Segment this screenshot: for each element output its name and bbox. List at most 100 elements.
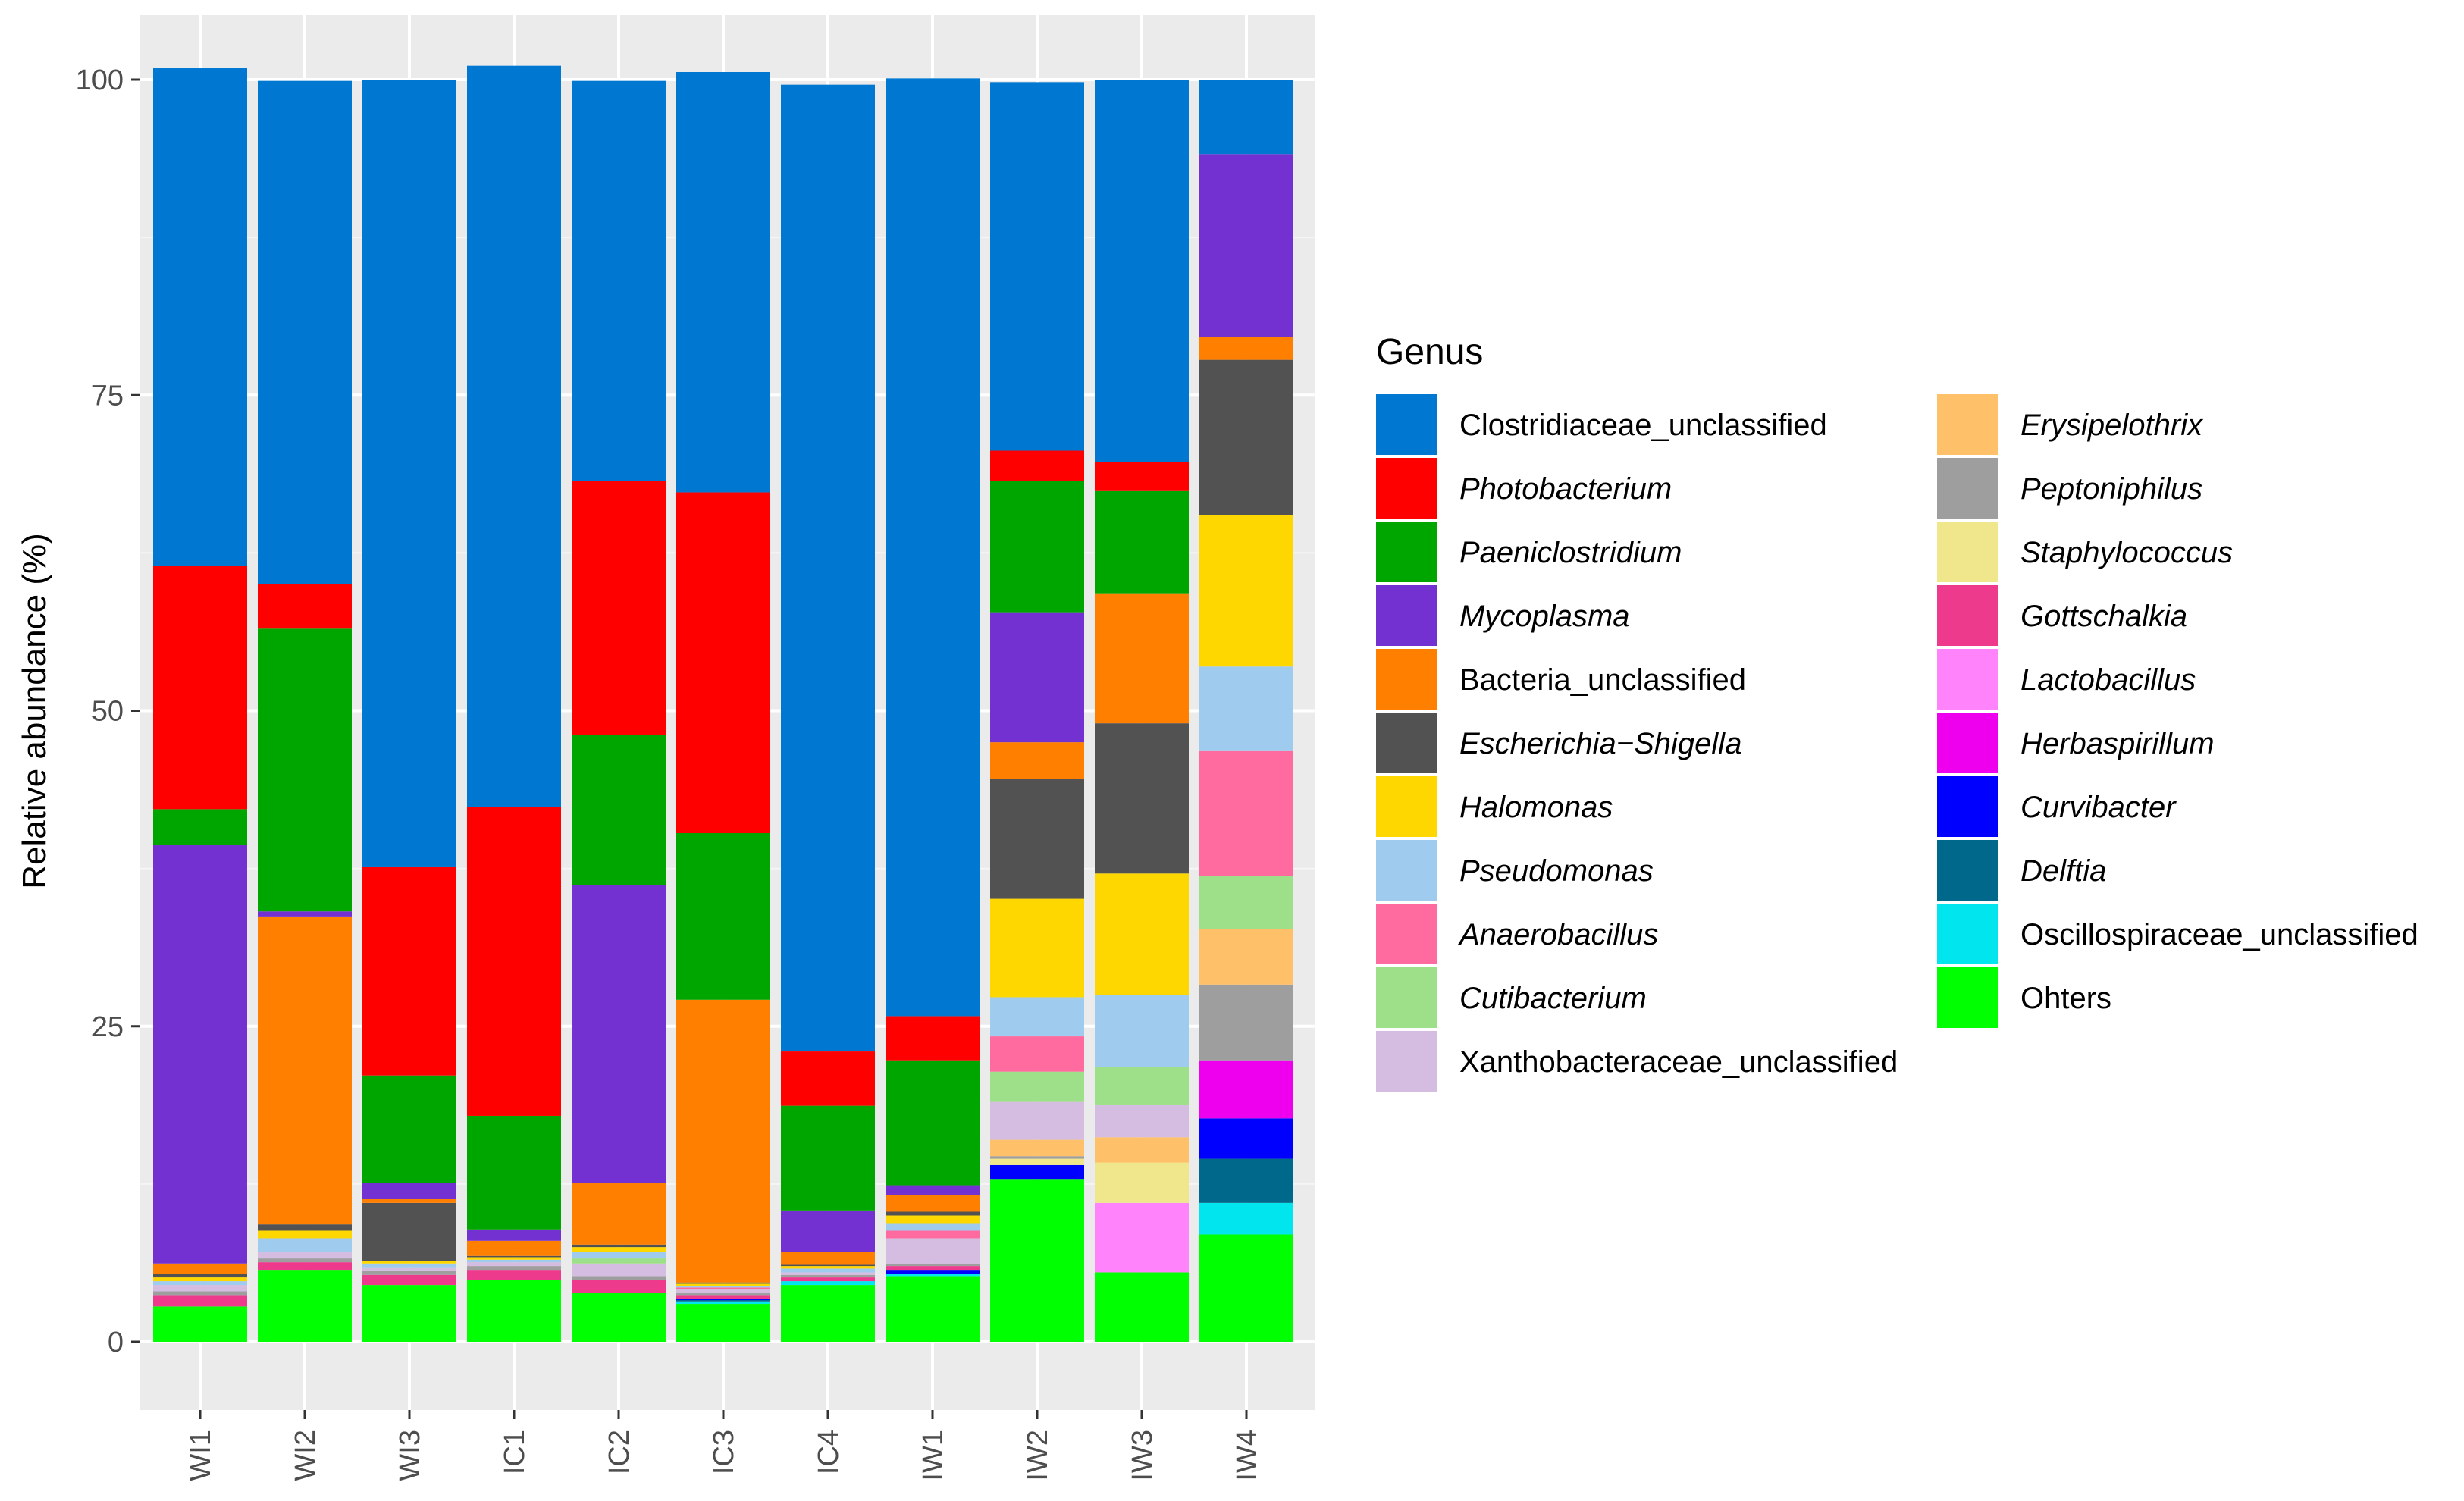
- legend-key: [1376, 904, 1437, 964]
- bar-segment-ic2-paeniclostridium: [572, 735, 666, 885]
- bar-segment-ic3-xanthobacteraceae-unclassified: [676, 1289, 770, 1293]
- bar-segment-ic4-halomonas: [781, 1266, 875, 1269]
- bar-segment-wi3-ohters: [362, 1285, 456, 1342]
- legend-key: [1376, 967, 1437, 1028]
- bar-segment-ic2-photobacterium: [572, 481, 666, 735]
- legend-label: Ohters: [2020, 982, 2111, 1015]
- x-tick-label: IW2: [1022, 1430, 1054, 1481]
- bar-segment-ic1-halomonas: [467, 1257, 561, 1260]
- legend-key: [1937, 394, 1998, 455]
- bar-segment-iw4-halomonas: [1199, 515, 1293, 667]
- bar-segment-iw3-photobacterium: [1095, 462, 1189, 491]
- bar-segment-wi1-mycoplasma: [153, 844, 247, 1264]
- x-tick-label: IW3: [1127, 1430, 1158, 1481]
- bar-segment-ic1-mycoplasma: [467, 1229, 561, 1241]
- bar-stack-iw1: [886, 78, 980, 1342]
- bar-segment-ic3-oscillospiraceae-unclassified: [676, 1301, 770, 1305]
- bar-segment-iw1-ohters: [886, 1276, 980, 1342]
- bar-segment-iw2-bacteria-unclassified: [990, 742, 1084, 779]
- bar-segment-wi2-pseudomonas: [258, 1238, 352, 1252]
- legend-item-paeniclostridium: Paeniclostridium: [1376, 522, 1682, 582]
- y-tick-label: 0: [108, 1327, 124, 1358]
- legend-label: Halomonas: [1459, 791, 1613, 824]
- legend-item-herbaspirillum: Herbaspirillum: [1937, 713, 2215, 773]
- legend-item-ohters: Ohters: [1937, 967, 2111, 1028]
- bar-segment-ic4-ohters: [781, 1285, 875, 1342]
- legend-label: Curvibacter: [2020, 791, 2177, 824]
- bar-segment-iw3-lactobacillus: [1095, 1202, 1189, 1273]
- legend-label: Paeniclostridium: [1459, 536, 1682, 569]
- x-tick-label: IC4: [813, 1430, 845, 1474]
- bar-segment-ic2-pseudomonas: [572, 1252, 666, 1259]
- legend-item-photobacterium: Photobacterium: [1376, 458, 1672, 519]
- bar-segment-wi3-mycoplasma: [362, 1183, 456, 1199]
- y-axis-title: Relative abundance (%): [16, 533, 53, 889]
- bar-segment-iw4-anaerobacillus: [1199, 750, 1293, 876]
- bar-segment-wi3-clostridiaceae-unclassified: [362, 80, 456, 867]
- legend-key: [1376, 840, 1437, 901]
- bar-segment-wi3-pseudomonas: [362, 1263, 456, 1268]
- legend-label: Anaerobacillus: [1458, 918, 1658, 951]
- bar-segment-wi2-clostridiaceae-unclassified: [258, 80, 352, 585]
- bar-segment-iw2-erysipelothrix: [990, 1139, 1084, 1157]
- y-tick-label: 25: [92, 1011, 124, 1043]
- legend-key: [1937, 585, 1998, 646]
- bar-segment-iw2-paeniclostridium: [990, 481, 1084, 613]
- x-tick-label: IC3: [708, 1430, 740, 1474]
- bar-segment-wi1-paeniclostridium: [153, 809, 247, 845]
- bar-segment-wi2-halomonas: [258, 1230, 352, 1239]
- bar-segment-wi1-clostridiaceae-unclassified: [153, 68, 247, 566]
- legend-label: Erysipelothrix: [2020, 409, 2204, 442]
- legend-key: [1937, 967, 1998, 1028]
- legend-item-halomonas: Halomonas: [1376, 776, 1613, 837]
- legend-item-oscillospiraceae-unclassified: Oscillospiraceae_unclassified: [1937, 904, 2419, 964]
- bar-segment-iw4-delftia: [1199, 1158, 1293, 1203]
- bar-segment-ic4-xanthobacteraceae-unclassified: [781, 1272, 875, 1275]
- legend-key: [1376, 585, 1437, 646]
- bar-stack-wi2: [258, 80, 352, 1342]
- x-tick-label: IW1: [917, 1430, 949, 1481]
- bar-segment-wi2-ohters: [258, 1270, 352, 1342]
- bar-segment-iw1-clostridiaceae-unclassified: [886, 78, 980, 1017]
- bar-segment-wi2-peptoniphilus: [258, 1258, 352, 1263]
- legend-label: Lactobacillus: [2020, 663, 2196, 697]
- legend-key: [1937, 904, 1998, 964]
- bar-segment-ic3-pseudomonas: [676, 1286, 770, 1288]
- bar-segment-iw1-mycoplasma: [886, 1185, 980, 1195]
- legend-item-clostridiaceae-unclassified: Clostridiaceae_unclassified: [1376, 394, 1827, 455]
- bar-segment-ic3-peptoniphilus: [676, 1293, 770, 1296]
- legend-item-lactobacillus: Lactobacillus: [1937, 649, 2196, 710]
- bar-segment-ic1-clostridiaceae-unclassified: [467, 65, 561, 807]
- bar-segment-wi3-peptoniphilus: [362, 1271, 456, 1275]
- bar-segment-wi1-bacteria-unclassified: [153, 1263, 247, 1274]
- legend-item-curvibacter: Curvibacter: [1937, 776, 2177, 837]
- bar-segment-iw4-mycoplasma: [1199, 154, 1293, 337]
- bar-segment-iw2-anaerobacillus: [990, 1036, 1084, 1072]
- bar-segment-iw1-anaerobacillus: [886, 1230, 980, 1239]
- bar-segment-iw4-curvibacter: [1199, 1118, 1293, 1159]
- legend-item-erysipelothrix: Erysipelothrix: [1937, 394, 2204, 455]
- bar-segment-ic2-cutibacterium: [572, 1258, 666, 1264]
- bar-stack-iw3: [1095, 80, 1189, 1342]
- bar-segment-wi2-escherichia-shigella: [258, 1224, 352, 1231]
- bar-segment-iw3-xanthobacteraceae-unclassified: [1095, 1104, 1189, 1138]
- legend-item-anaerobacillus: Anaerobacillus: [1376, 904, 1658, 964]
- bar-segment-iw3-ohters: [1095, 1272, 1189, 1342]
- bar-segment-iw4-escherichia-shigella: [1199, 359, 1293, 515]
- bar-stack-wi3: [362, 80, 456, 1342]
- bar-segment-iw2-pseudomonas: [990, 997, 1084, 1037]
- bar-segment-ic3-gottschalkia: [676, 1295, 770, 1299]
- legend-item-peptoniphilus: Peptoniphilus: [1937, 458, 2202, 519]
- bar-segment-iw4-pseudomonas: [1199, 666, 1293, 751]
- bar-segment-iw1-peptoniphilus: [886, 1263, 980, 1267]
- bar-segment-iw2-curvibacter: [990, 1164, 1084, 1180]
- legend-label: Pseudomonas: [1459, 854, 1654, 888]
- bar-segment-iw1-escherichia-shigella: [886, 1211, 980, 1216]
- legend-label: Oscillospiraceae_unclassified: [2020, 918, 2419, 951]
- legend-key: [1376, 776, 1437, 837]
- bar-segment-iw2-xanthobacteraceae-unclassified: [990, 1101, 1084, 1140]
- bar-segment-wi3-photobacterium: [362, 866, 456, 1076]
- legend-item-staphylococcus: Staphylococcus: [1937, 522, 2233, 582]
- bar-stack-ic2: [572, 80, 666, 1342]
